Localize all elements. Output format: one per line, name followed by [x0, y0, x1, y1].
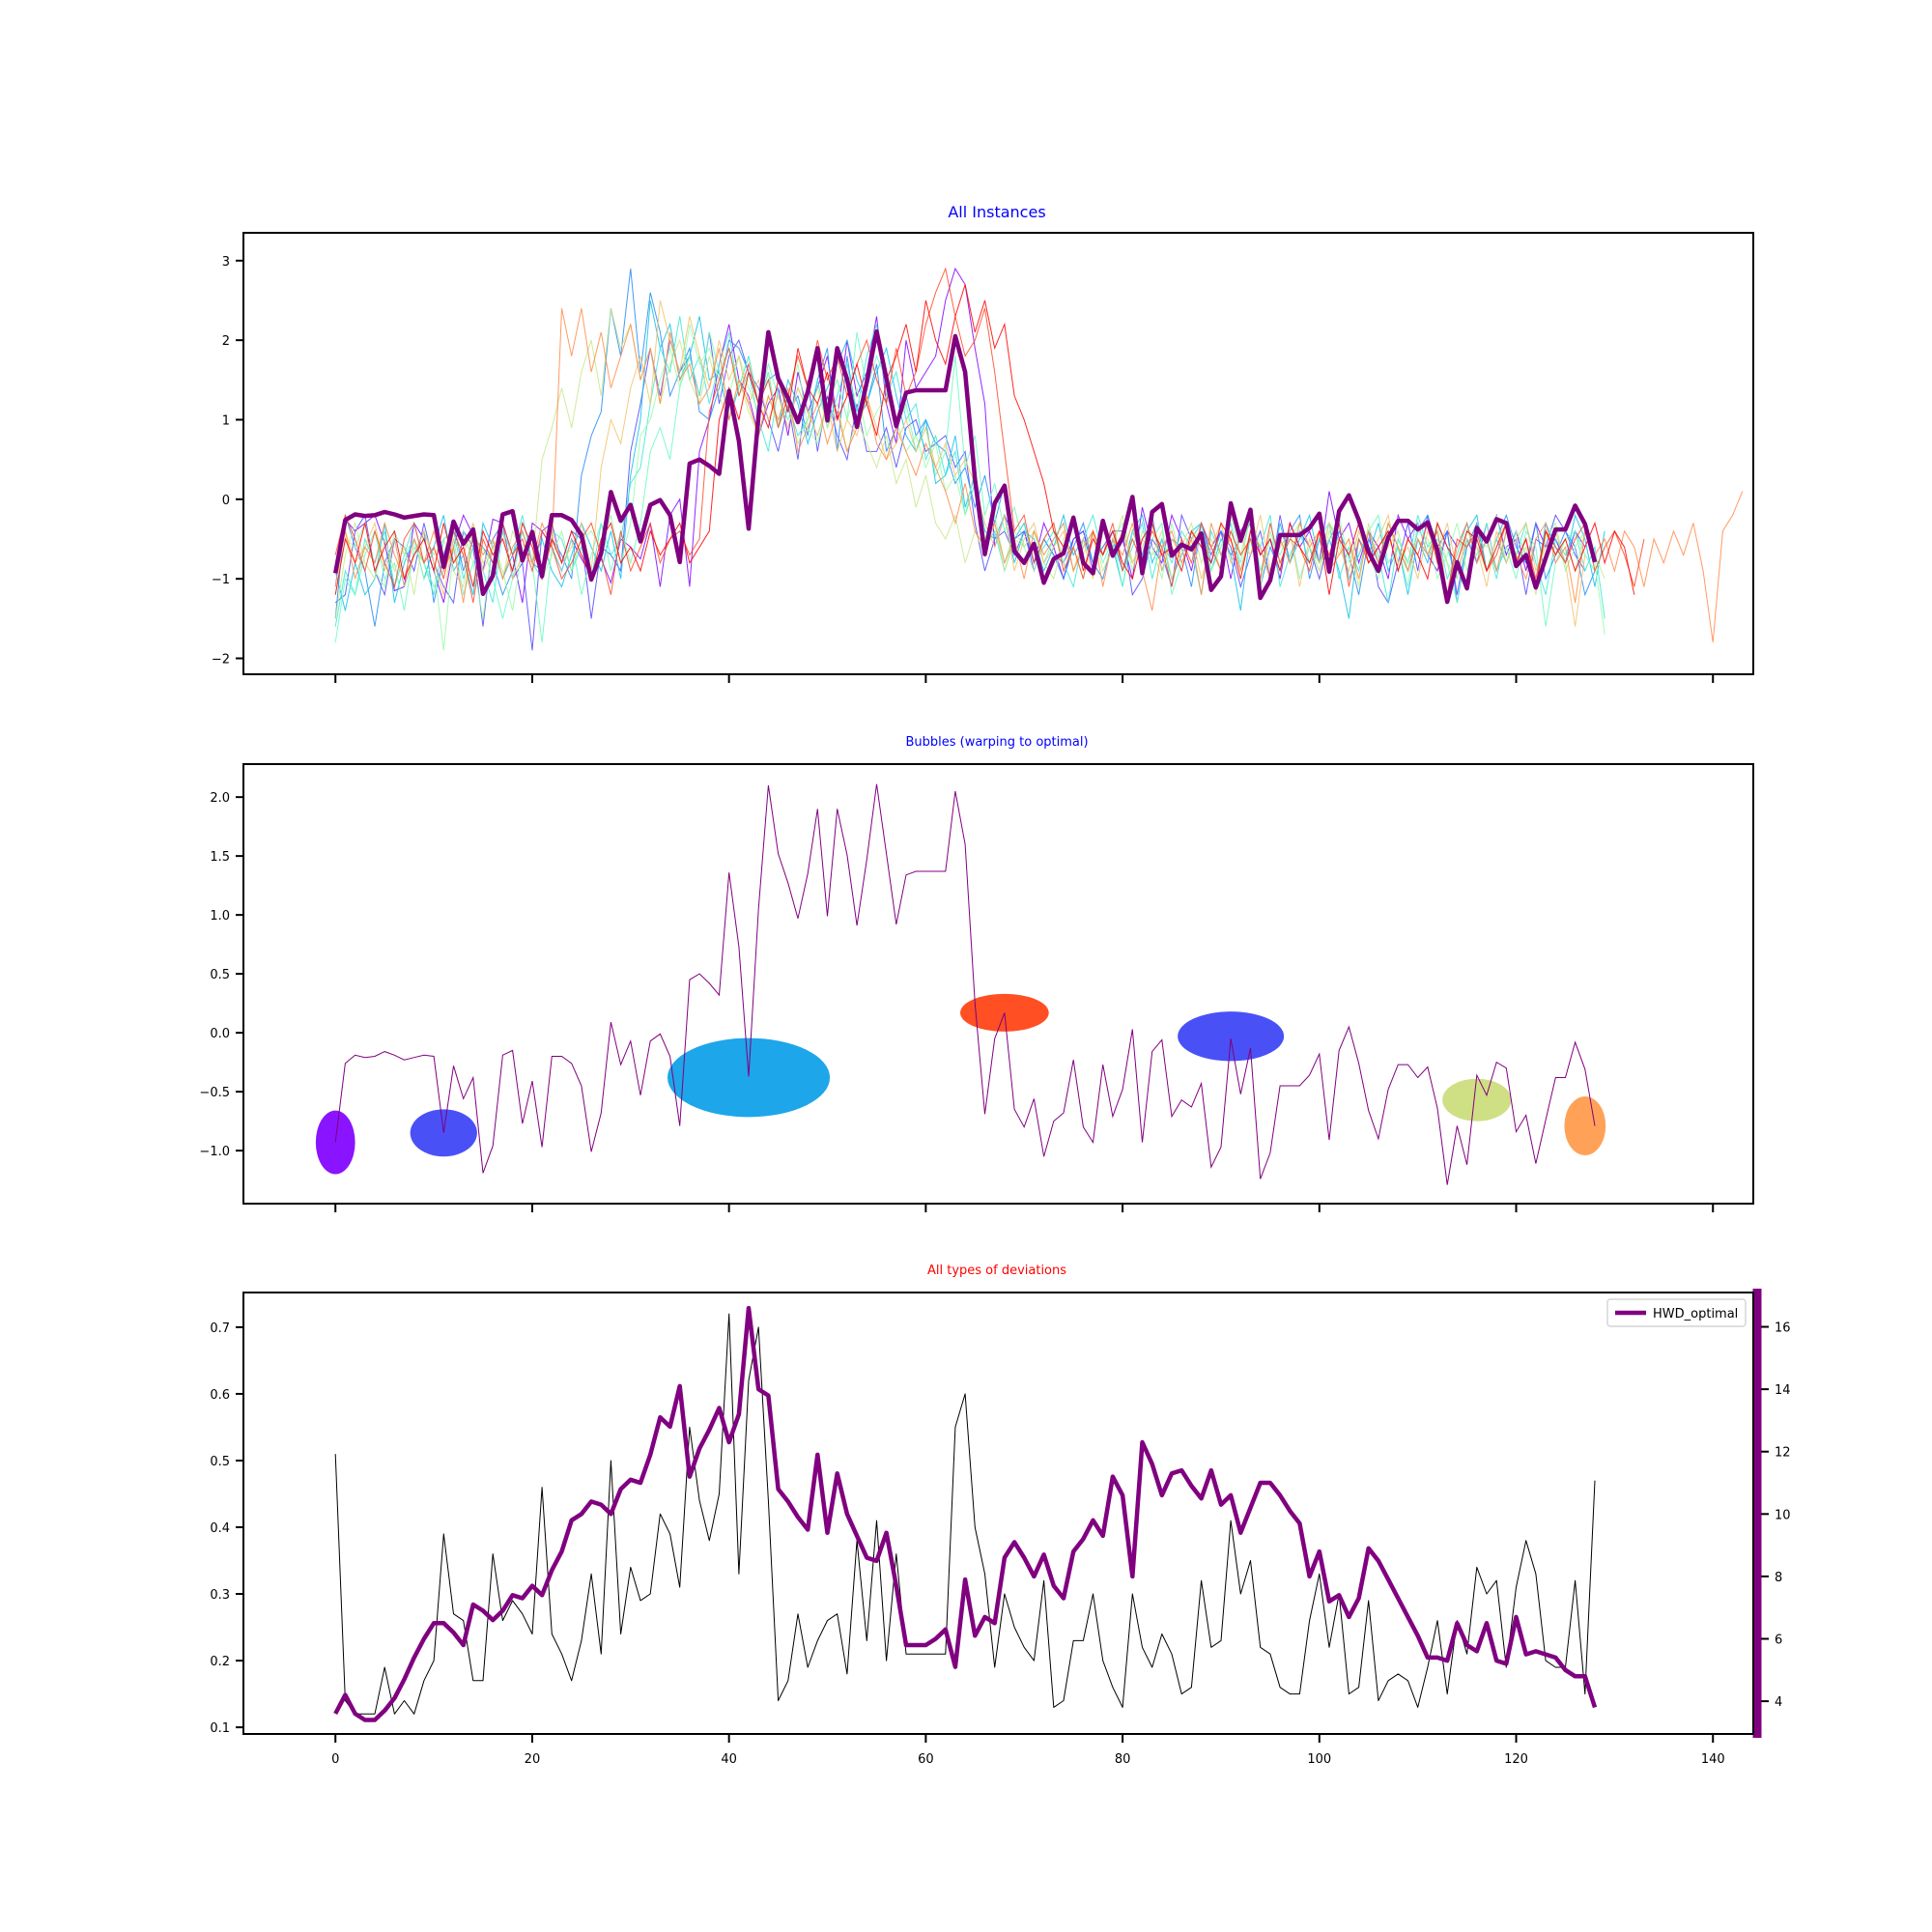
- panel-all-instances: All Instances −2 −1 0 1 2 3: [212, 203, 1754, 683]
- panel-title: All Instances: [948, 203, 1045, 221]
- optimal-series-line: [332, 328, 1598, 605]
- plot-frame: [242, 763, 1754, 1205]
- y-tick-label: −1: [212, 573, 230, 587]
- deviation-series-line: [334, 1313, 1596, 1715]
- plot-frame: [242, 232, 1754, 675]
- y-tick-label: −2: [212, 653, 230, 668]
- x-tick-label: 80: [1115, 1752, 1131, 1767]
- instance-series-line: [334, 308, 1744, 643]
- legend-frame: [1606, 1298, 1747, 1327]
- instance-series-line: [334, 284, 1635, 595]
- y-tick-label: −0.5: [199, 1086, 230, 1100]
- y2-tick-label: 8: [1775, 1571, 1782, 1585]
- legend: HWD_optimal: [1606, 1298, 1747, 1327]
- y-tick-label: 1.0: [210, 909, 230, 923]
- y-tick-label: 0.5: [210, 968, 230, 982]
- x-tick-label: 60: [918, 1752, 934, 1767]
- y-tick-label: 1: [222, 414, 230, 429]
- legend-label: HWD_optimal: [1653, 1307, 1738, 1321]
- y-tick-label: −1.0: [199, 1145, 230, 1159]
- x-tick-label: 20: [525, 1752, 541, 1767]
- instance-series-line: [334, 331, 1586, 651]
- y-tick-label: 0.3: [210, 1588, 230, 1603]
- y2-tick-label: 10: [1775, 1508, 1791, 1522]
- y-tick-label: 2.0: [210, 791, 230, 806]
- panel-title: Bubbles (warping to optimal): [905, 735, 1088, 750]
- panel-title: All types of deviations: [927, 1264, 1066, 1278]
- deviation-bubble: [1442, 1078, 1512, 1122]
- x-tick-label: 120: [1504, 1752, 1528, 1767]
- y-tick-label: 0.5: [210, 1455, 230, 1469]
- x-tick-label: 100: [1307, 1752, 1331, 1767]
- panel-bubbles: Bubbles (warping to optimal) −1.0 −0.5 0.0…: [199, 735, 1754, 1212]
- y-tick-label: 2: [222, 334, 230, 349]
- y2-tick-label: 12: [1775, 1446, 1791, 1461]
- x-tick-label: 140: [1701, 1752, 1725, 1767]
- y-tick-label: 0.4: [210, 1521, 230, 1536]
- y-tick-label: 0.0: [210, 1027, 230, 1041]
- instance-series-line: [334, 331, 1605, 643]
- y-tick-label: 1.5: [210, 850, 230, 865]
- y2-tick-label: 4: [1775, 1695, 1782, 1710]
- plot-frame: [242, 1292, 1754, 1735]
- deviation-bubble: [1178, 1011, 1285, 1062]
- x-tick-label: 0: [331, 1752, 339, 1767]
- y2-tick-label: 6: [1775, 1633, 1782, 1647]
- y-tick-label: 0: [222, 494, 230, 508]
- y-tick-label: 0.2: [210, 1655, 230, 1669]
- x-tick-label: 40: [721, 1752, 737, 1767]
- deviation-bubble: [668, 1037, 831, 1118]
- panel-deviations: All types of deviations 0.1 0.2 0.3 0.4 0.5 0…: [210, 1264, 1790, 1767]
- y-tick-label: 0.1: [210, 1721, 230, 1736]
- optimal-series-line: [334, 783, 1596, 1185]
- y-tick-label: 0.6: [210, 1388, 230, 1403]
- y2-tick-label: 14: [1775, 1383, 1791, 1398]
- instance-series-line: [334, 267, 1645, 604]
- deviation-bubble: [1564, 1095, 1606, 1155]
- y-tick-label: 3: [222, 255, 230, 270]
- hwd-optimal-series-line: [333, 1305, 1598, 1722]
- instance-series-line: [334, 269, 1596, 627]
- y-tick-label: 0.7: [210, 1321, 230, 1336]
- y2-tick-label: 16: [1775, 1321, 1791, 1336]
